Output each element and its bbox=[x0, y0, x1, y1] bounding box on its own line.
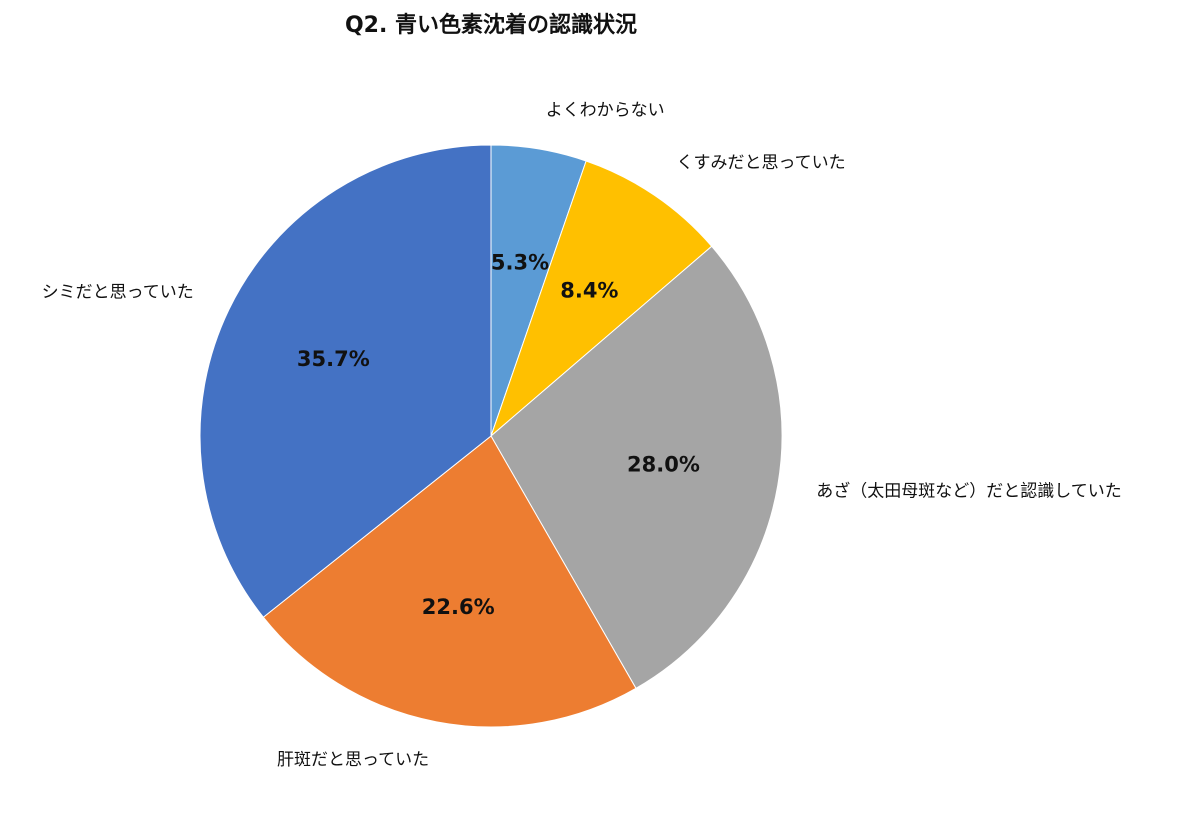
category-label: よくわからない bbox=[546, 101, 665, 121]
category-label: 肝斑だと思っていた bbox=[277, 750, 429, 770]
pie-slice bbox=[490, 245, 783, 690]
chart-title: Q2. 青い色素沈着の認識状況 bbox=[345, 12, 637, 38]
value-label: 22.6% bbox=[422, 595, 495, 619]
category-label: あざ（太田母斑など）だと認識していた bbox=[816, 481, 1122, 502]
value-label: 8.4% bbox=[560, 278, 618, 302]
pie-slice bbox=[489, 160, 713, 438]
pie-slice bbox=[199, 144, 492, 618]
category-label: シミだと思っていた bbox=[42, 283, 194, 303]
value-label: 5.3% bbox=[491, 250, 549, 274]
value-label: 35.7% bbox=[297, 347, 370, 371]
value-label: 28.0% bbox=[627, 453, 700, 477]
category-label: くすみだと思っていた bbox=[676, 153, 845, 173]
pie-slice bbox=[262, 435, 637, 728]
